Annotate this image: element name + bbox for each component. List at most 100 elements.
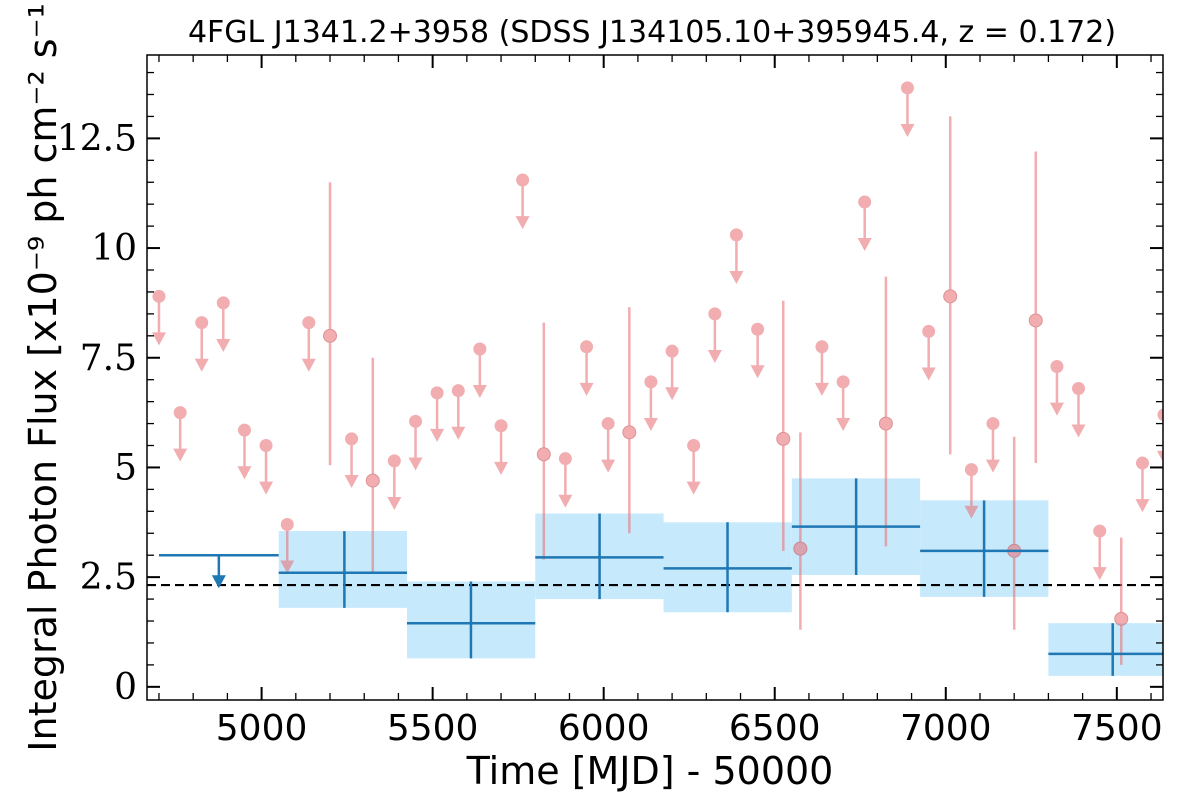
upper-limit-point xyxy=(302,316,316,330)
upper-limit-arrow xyxy=(750,365,765,379)
upper-limit-point xyxy=(708,307,722,321)
upper-limit-arrow xyxy=(836,417,851,431)
short-bin-upper-limit xyxy=(1071,381,1086,438)
upper-limit-point xyxy=(580,340,594,354)
detection-point xyxy=(1114,611,1129,626)
upper-limit-arrow xyxy=(558,494,573,508)
short-bin-upper-limit xyxy=(665,344,680,401)
upper-limit-point xyxy=(687,439,701,453)
short-bin-upper-limit xyxy=(707,307,722,363)
short-bin-detection xyxy=(1114,537,1129,665)
upper-limit-arrow xyxy=(387,496,402,510)
long-bin-detection xyxy=(535,513,664,600)
upper-limit-point xyxy=(558,452,572,466)
upper-limit-point xyxy=(964,463,978,477)
short-bin-upper-limit xyxy=(643,375,658,431)
short-bin-upper-limit xyxy=(579,340,594,396)
upper-limit-arrow xyxy=(237,466,252,480)
detection-point xyxy=(323,328,338,343)
upper-limit-point xyxy=(259,439,273,453)
short-bin-upper-limit xyxy=(729,228,744,284)
detection-point xyxy=(536,447,551,462)
short-bin-upper-limit xyxy=(387,454,402,510)
upper-limit-arrow xyxy=(729,270,744,284)
y-tick-label: 0 xyxy=(114,667,137,708)
short-bin-detection xyxy=(776,300,791,551)
short-bin-upper-limit xyxy=(558,452,573,508)
short-bin-upper-limit xyxy=(964,463,979,519)
y-tick-label: 10 xyxy=(91,228,137,269)
short-bin-detection xyxy=(793,432,808,630)
upper-limit-arrow xyxy=(643,417,658,431)
long-bin-detection xyxy=(278,531,407,608)
y-tick-label: 2.5 xyxy=(80,557,137,598)
upper-limit-arrow xyxy=(1135,499,1150,513)
short-bin-upper-limit xyxy=(194,316,209,372)
long-bin-band xyxy=(1048,623,1163,676)
y-tick-label: 12.5 xyxy=(57,118,137,159)
x-axis-label: Time [MJD] - 50000 xyxy=(466,749,834,793)
short-bin-upper-limit xyxy=(900,81,915,137)
short-bin-upper-limit xyxy=(857,195,872,252)
upper-limit-arrow xyxy=(408,457,423,471)
short-bin-upper-limit xyxy=(259,439,274,495)
long-bin-detection xyxy=(406,581,536,659)
upper-limit-arrow xyxy=(216,338,231,352)
upper-limit-point xyxy=(516,173,530,187)
upper-limit-point xyxy=(986,417,1000,431)
short-bin-detection xyxy=(323,182,338,466)
upper-limit-point xyxy=(601,417,615,431)
x-tick-label: 7000 xyxy=(900,708,992,749)
upper-limit-point xyxy=(922,324,936,338)
upper-limit-arrow xyxy=(857,238,872,252)
upper-limit-arrow xyxy=(900,123,915,137)
upper-limit-arrow xyxy=(707,349,722,363)
upper-limit-arrow xyxy=(1049,402,1064,416)
y-tick-label: 7.5 xyxy=(80,338,137,379)
short-bin-upper-limit xyxy=(836,375,851,431)
upper-limit-point xyxy=(815,340,829,354)
long-bin-ul-arrow xyxy=(211,575,226,589)
long-bin-detection xyxy=(1048,623,1163,676)
upper-limit-point xyxy=(195,316,209,330)
short-bin-detection xyxy=(622,307,637,534)
short-bin-detection xyxy=(365,357,380,573)
upper-limit-point xyxy=(152,289,166,303)
short-bin-upper-limit xyxy=(472,342,487,399)
upper-limit-point xyxy=(858,195,872,209)
upper-limit-point xyxy=(1157,408,1163,422)
detection-point xyxy=(793,541,808,556)
upper-limit-point xyxy=(729,228,743,242)
x-tick-label: 6500 xyxy=(729,708,821,749)
plot-area: 5000 5500 6000 6500 7000 7500 0 2.5 5 7.5 10 12.5 xyxy=(57,54,1164,749)
upper-limit-arrow xyxy=(1071,424,1086,438)
upper-limit-point xyxy=(409,414,423,428)
long-bin-band xyxy=(278,531,407,608)
short-bin-upper-limit xyxy=(344,432,359,488)
detection-point xyxy=(878,416,893,431)
y-axis-label: Integral Photon Flux [x10⁻⁹ ph cm⁻² s⁻¹] xyxy=(21,0,65,752)
upper-limit-arrow xyxy=(964,505,979,519)
upper-limit-arrow xyxy=(665,387,680,401)
upper-limit-arrow xyxy=(515,216,530,230)
short-bin-detection xyxy=(878,276,893,547)
detection-point xyxy=(365,473,380,488)
short-bin-upper-limit xyxy=(280,517,295,574)
upper-limit-point xyxy=(644,375,658,389)
short-bin-upper-limit xyxy=(814,340,829,396)
upper-limit-point xyxy=(237,423,251,437)
upper-limit-arrow xyxy=(494,461,509,475)
short-bin-upper-limit xyxy=(301,316,316,372)
upper-limit-arrow xyxy=(579,382,594,396)
data-layer xyxy=(147,81,1163,676)
upper-limit-arrow xyxy=(430,428,445,442)
upper-limit-point xyxy=(216,296,230,310)
upper-limit-arrow xyxy=(259,481,274,495)
upper-limit-point xyxy=(345,432,359,446)
upper-limit-point xyxy=(665,344,679,358)
short-bin-detection xyxy=(1028,151,1043,464)
upper-limit-point xyxy=(1093,524,1107,538)
upper-limit-arrow xyxy=(472,385,487,399)
upper-limit-arrow xyxy=(814,382,829,396)
